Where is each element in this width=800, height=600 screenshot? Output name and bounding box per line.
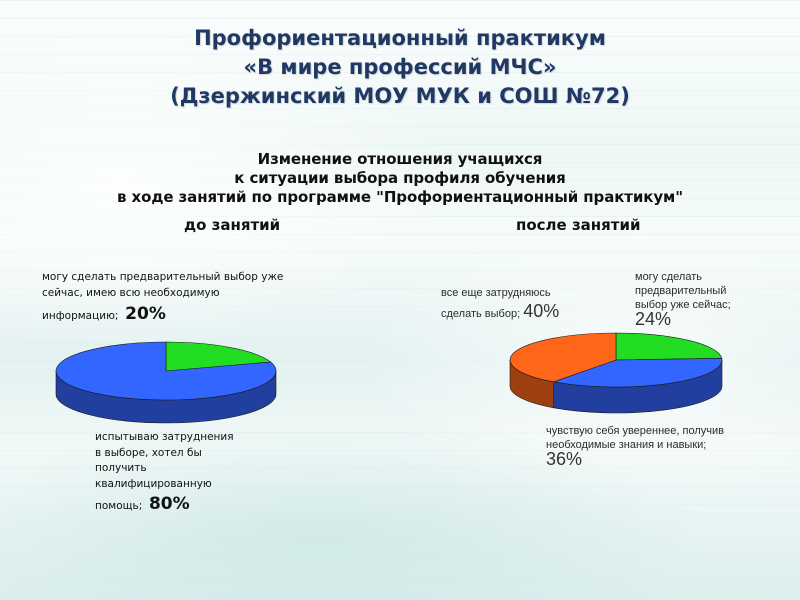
pie-before-label-difficulty-line-3: получить (95, 462, 147, 474)
pie-before-slice-1 (55, 341, 277, 401)
pie-before-value-ready: 20% (125, 304, 166, 324)
pie-after-label-still-difficult-line-1: все еще затрудняюсь (441, 287, 551, 299)
pie-before-slice-0 (165, 341, 272, 372)
pie-after-slice-2 (509, 332, 617, 383)
pie-before-label-difficulty-line-1: испытываю затруднения (95, 431, 234, 443)
pie-after-label-still-difficult-line-2: сделать выбор; (441, 308, 521, 320)
chart-heading-line-3: в ходе занятий по программе "Профориента… (117, 188, 683, 206)
pie-after-value-ready: 24% (635, 309, 672, 329)
pie-after-label-ready-line-1: могу сделать (635, 271, 702, 283)
pie-after-label-ready: могу сделать предварительный выбор уже с… (635, 270, 785, 329)
chart-heading-line-2: к ситуации выбора профиля обучения (234, 169, 566, 187)
pie-before-label-ready: могу сделать предварительный выбор уже с… (42, 270, 302, 325)
pie-before-label-ready-line-3: информацию; (42, 310, 119, 322)
slide-title-line-1: Профориентационный практикум (194, 26, 606, 50)
pie-after-group (509, 332, 723, 414)
pie-after-slice-0 (615, 332, 723, 361)
pie-before-label-ready-line-2: сейчас, имею всю необходимую (42, 286, 220, 299)
pie-after-value-confident: 36% (546, 449, 583, 469)
pie-before-value-difficulty: 80% (148, 494, 190, 514)
pie-before-label-difficulty: испытываю затруднения в выборе, хотел бы… (95, 430, 265, 515)
slide-title-line-3: (Дзержинский МОУ МУК и СОШ №72) (170, 84, 630, 108)
pie-after-title: после занятий (516, 216, 641, 234)
chart-heading-line-1: Изменение отношения учащихся (257, 150, 543, 168)
slide-title-line-2: «В мире профессий МЧС» (243, 55, 557, 79)
chart-heading: Изменение отношения учащихся к ситуации … (0, 150, 800, 207)
pie-before-group (55, 341, 277, 424)
pie-after-label-confident-line-1: чувствую себя увереннее, получив (546, 425, 725, 437)
pie-after-value-still-difficult: 40% (523, 301, 560, 321)
pie-before-label-difficulty-line-4: квалифицированную (95, 477, 212, 490)
pie-after-label-still-difficult: все еще затрудняюсь сделать выбор; 40% (441, 286, 601, 321)
slide-title: Профориентационный практикум «В мире про… (0, 24, 800, 111)
pie-after-label-ready-line-3: выбор уже сейчас; (635, 299, 731, 311)
pie-before-label-ready-line-1: могу сделать предварительный выбор уже (42, 271, 284, 283)
pie-before-title: до занятий (184, 216, 281, 234)
pie-after-label-confident-line-2: необходимые знания и навыки; (546, 439, 707, 451)
pie-after-label-confident: чувствую себя увереннее, получив необход… (546, 424, 786, 469)
pie-before-label-difficulty-line-2: в выборе, хотел бы (95, 446, 202, 459)
pie-after-slice-1 (552, 358, 723, 388)
pie-before-label-difficulty-line-5: помощь; (95, 500, 143, 512)
pie-after-label-ready-line-2: предварительный (635, 285, 727, 297)
